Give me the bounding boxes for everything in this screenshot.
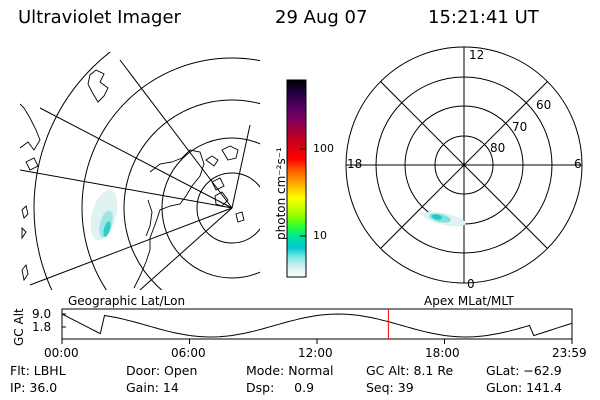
mlat-label-60: 60 [536, 98, 552, 112]
geographic-caption: Geographic Lat/Lon [68, 294, 186, 308]
colorbar-tick-label-10: 10 [313, 229, 327, 242]
mlt-label-0: 0 [467, 277, 475, 291]
timeline-tick-2359: 23:59 [552, 346, 587, 360]
timeline-ymin-label: 1.8 [32, 320, 52, 334]
mlt-label-6: 6 [574, 157, 582, 171]
orbit-altitude-line [61, 313, 573, 338]
geo-meridians [20, 59, 251, 290]
timeline-tick-1800: 18:00 [425, 346, 460, 360]
timeline-tick-0000: 00:00 [44, 346, 79, 360]
date-label: 29 Aug 07 [275, 7, 368, 28]
mlt-label-18: 18 [347, 157, 363, 171]
geo-lat-circles [33, 52, 260, 290]
mlat-label-80: 80 [490, 141, 506, 155]
info-dsp: Dsp: 0.9 [246, 380, 315, 395]
timeline-plot [61, 308, 573, 344]
mlat-label-70: 70 [512, 120, 528, 134]
polar-mlt-lines [346, 47, 582, 283]
geo-aurora-patch [90, 189, 118, 241]
timeline-ymax-label: 9.0 [32, 307, 52, 321]
info-gain: Gain: 14 [126, 380, 179, 395]
coastlines [20, 69, 245, 289]
info-seq: Seq: 39 [366, 380, 414, 395]
info-filter: Flt: LBHL [10, 363, 66, 378]
timeline-x-ticks [61, 339, 573, 344]
polar-aurora-patch [422, 211, 466, 227]
colorbar [286, 79, 307, 278]
info-glat: GLat: −62.9 [486, 363, 562, 378]
info-gc-alt: GC Alt: 8.1 Re [366, 363, 454, 378]
apex-caption: Apex MLat/MLT [424, 294, 514, 308]
info-ip: IP: 36.0 [10, 380, 58, 395]
timeline-tick-0600: 06:00 [171, 346, 206, 360]
timeline-ylabel: GC Alt [12, 308, 26, 346]
colorbar-rect [286, 79, 307, 278]
info-glon: GLon: 141.4 [486, 380, 562, 395]
geographic-map-panel [20, 52, 260, 290]
timeline-tick-1200: 12:00 [298, 346, 333, 360]
colorbar-unit-label: photon cm⁻²s⁻¹ [274, 147, 288, 240]
instrument-title: Ultraviolet Imager [18, 7, 181, 28]
info-mode: Mode: Normal [246, 363, 334, 378]
info-door: Door: Open [126, 363, 198, 378]
polar-mlat-mlt-panel [345, 46, 583, 284]
time-label: 15:21:41 UT [428, 7, 539, 28]
colorbar-tick-label-100: 100 [313, 142, 334, 155]
mlt-label-12: 12 [469, 48, 485, 62]
